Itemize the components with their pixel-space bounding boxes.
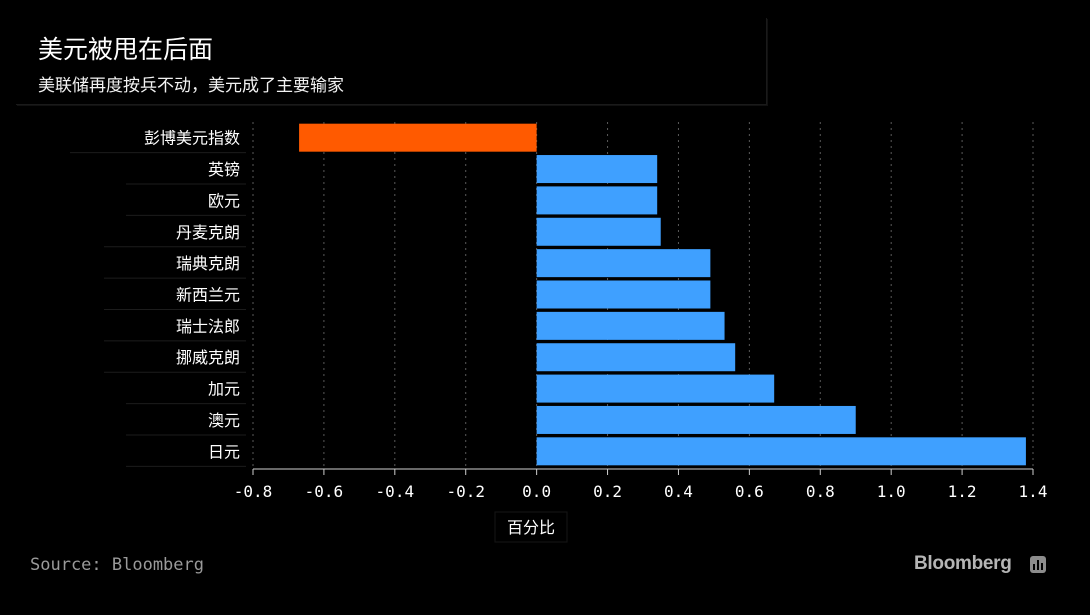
bar [536, 343, 736, 372]
bar [536, 437, 1026, 466]
bar [536, 374, 775, 403]
bar [536, 186, 658, 215]
category-label: 丹麦克朗 [176, 223, 240, 242]
x-tick-label: -0.2 [446, 482, 485, 501]
category-label: 挪威克朗 [176, 348, 240, 367]
category-label: 瑞士法郎 [176, 317, 240, 336]
x-tick-label: 0.8 [806, 482, 835, 501]
category-label: 加元 [208, 380, 240, 399]
category-label: 澳元 [208, 411, 240, 430]
bar [536, 155, 658, 184]
x-tick-label: 1.4 [1019, 482, 1048, 501]
bar [536, 405, 856, 434]
bloomberg-logo-icon [1030, 556, 1046, 573]
category-label: 欧元 [208, 191, 240, 210]
x-tick-label: -0.8 [234, 482, 273, 501]
category-label: 英镑 [208, 160, 240, 179]
category-label: 瑞典克朗 [176, 254, 240, 273]
x-axis-title: 百分比 [507, 518, 555, 537]
bar [536, 217, 661, 246]
chart-title: 美元被甩在后面 [38, 35, 214, 64]
x-tick-label: 0.2 [593, 482, 622, 501]
bar [536, 280, 711, 309]
x-tick-label: -0.4 [376, 482, 415, 501]
x-tick-label: 0.0 [522, 482, 551, 501]
bar [536, 311, 725, 340]
x-tick-label: 0.6 [735, 482, 764, 501]
x-tick-label: 1.0 [877, 482, 906, 501]
bar [299, 123, 537, 152]
bar [536, 249, 711, 278]
category-label: 彭博美元指数 [144, 129, 240, 148]
title-panel [16, 18, 767, 105]
x-tick-label: -0.6 [305, 482, 344, 501]
x-tick-label: 1.2 [948, 482, 977, 501]
chart-subtitle: 美联储再度按兵不动，美元成了主要输家 [38, 76, 344, 96]
category-label: 新西兰元 [176, 286, 240, 305]
bloomberg-logo: Bloomberg [914, 553, 1012, 574]
category-label: 日元 [208, 442, 240, 461]
x-axis-title-box [494, 511, 568, 543]
x-tick-label: 0.4 [664, 482, 693, 501]
source-note: Source: Bloomberg [30, 555, 204, 575]
